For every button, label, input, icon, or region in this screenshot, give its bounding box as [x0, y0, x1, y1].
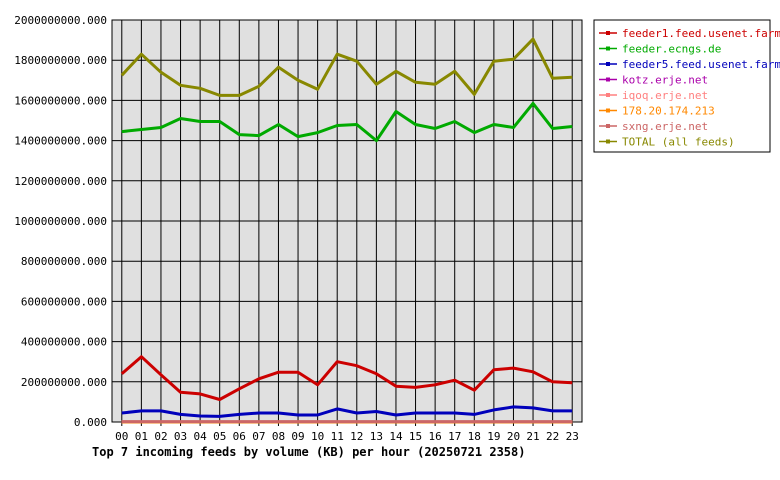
legend: feeder1.feed.usenet.farm feeder.ecngs.de f…	[593, 19, 780, 153]
series-line	[120, 355, 573, 401]
x-tick-label: 18	[468, 430, 481, 443]
y-tick-label: 800000000.000	[21, 255, 107, 268]
legend-marker	[606, 31, 610, 35]
y-tick-label: 0.000	[74, 416, 107, 429]
x-tick-label: 02	[154, 430, 167, 443]
series-line	[121, 101, 573, 143]
y-tick-label: 1200000000.000	[14, 175, 107, 188]
chart-title: Top 7 incoming feeds by volume (KB) per …	[92, 445, 525, 459]
legend-marker	[606, 62, 610, 66]
y-axis-tick-labels: 0.000 200000000.000 400000000.000 600000000…	[14, 14, 107, 429]
x-tick-label: 11	[331, 430, 344, 443]
legend-marker	[606, 124, 610, 128]
y-tick-label: 1800000000.000	[14, 54, 107, 67]
x-tick-label: 14	[389, 430, 403, 443]
legend-label: TOTAL (all feeds)	[622, 136, 735, 149]
x-tick-label: 10	[311, 430, 324, 443]
legend-label: sxng.erje.net	[622, 120, 708, 133]
legend-marker	[606, 139, 610, 144]
y-tick-label: 1400000000.000	[14, 135, 107, 148]
x-tick-label: 08	[272, 430, 285, 443]
y-tick-label: 2000000000.000	[14, 14, 107, 27]
x-tick-label: 17	[448, 430, 461, 443]
x-tick-label: 03	[174, 430, 187, 443]
legend-marker	[606, 46, 610, 51]
x-tick-label: 13	[370, 430, 383, 443]
series-lines	[120, 37, 573, 424]
x-tick-label: 05	[213, 430, 226, 443]
y-tick-label: 600000000.000	[21, 295, 107, 308]
x-tick-label: 16	[429, 430, 442, 443]
x-tick-label: 06	[233, 430, 246, 443]
x-tick-label: 22	[546, 430, 559, 443]
x-tick-label: 12	[350, 430, 363, 443]
legend-label: feeder5.feed.usenet.farm	[622, 58, 780, 71]
grid-lines	[112, 19, 582, 426]
x-tick-label: 21	[526, 430, 539, 443]
y-tick-label: 1000000000.000	[14, 215, 107, 228]
series-line	[120, 37, 573, 97]
legend-label: feeder.ecngs.de	[622, 43, 721, 56]
x-tick-label: 23	[566, 430, 579, 443]
legend-marker	[606, 108, 610, 113]
legend-marker	[606, 77, 610, 82]
legend-label: feeder1.feed.usenet.farm	[622, 27, 780, 40]
legend-label: kotz.erje.net	[622, 74, 708, 87]
x-tick-label: 04	[194, 430, 208, 443]
x-tick-label: 07	[252, 430, 265, 443]
x-tick-label: 20	[507, 430, 520, 443]
legend-box	[593, 19, 771, 153]
x-tick-label: 01	[135, 430, 148, 443]
y-tick-label: 200000000.000	[21, 376, 107, 389]
legend-label: 178.20.174.213	[622, 105, 715, 118]
y-tick-label: 400000000.000	[21, 336, 107, 349]
x-tick-label: 19	[487, 430, 500, 443]
legend-marker	[606, 93, 610, 97]
legend-label: iqoq.erje.net	[622, 89, 708, 102]
x-tick-label: 00	[115, 430, 128, 443]
x-tick-label: 09	[291, 430, 304, 443]
x-axis-tick-labels: 00 01 02 03 04 05 06 07 08 09 10 11 12 13 14 15 16 17 18 19…	[115, 430, 579, 443]
y-tick-label: 1600000000.000	[14, 94, 107, 107]
x-tick-label: 15	[409, 430, 422, 443]
series-line	[121, 405, 573, 418]
